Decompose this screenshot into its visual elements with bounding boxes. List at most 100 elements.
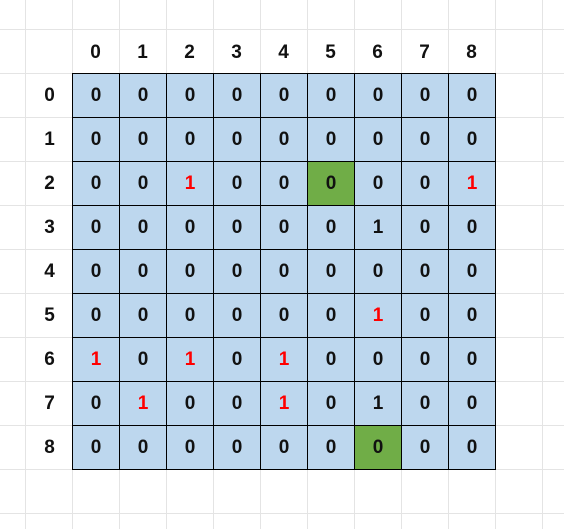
column-header: 0	[90, 42, 101, 63]
row-header: 2	[44, 173, 55, 194]
matrix-cell: 0	[449, 382, 495, 425]
matrix-cell: 0	[261, 250, 307, 293]
matrix-cell: 0	[120, 162, 166, 205]
matrix-cell: 0	[308, 382, 354, 425]
matrix-cell: 0	[214, 118, 260, 161]
row-header: 0	[44, 85, 55, 106]
matrix-cell: 0	[214, 162, 260, 205]
matrix-cell: 0	[167, 118, 213, 161]
matrix-cell: 0	[308, 338, 354, 381]
matrix-cell: 0	[261, 118, 307, 161]
matrix-cell: 0	[449, 250, 495, 293]
column-header: 2	[184, 42, 195, 63]
matrix-cell: 0	[449, 206, 495, 249]
matrix-cell: 0	[73, 294, 119, 337]
matrix-cell: 1	[73, 338, 119, 381]
matrix-cell: 0	[73, 162, 119, 205]
matrix-cell: 1	[355, 294, 401, 337]
matrix-cell: 0	[402, 294, 448, 337]
row-header: 1	[44, 129, 55, 150]
matrix-cell: 0	[214, 338, 260, 381]
matrix-cell: 0	[167, 250, 213, 293]
matrix-cell: 0	[214, 294, 260, 337]
matrix-cell: 0	[120, 250, 166, 293]
matrix-cell: 0	[355, 162, 401, 205]
matrix-cell: 0	[73, 118, 119, 161]
row-header: 6	[44, 349, 55, 370]
row-header: 8	[44, 437, 55, 458]
matrix-cell: 0	[261, 162, 307, 205]
matrix-cell: 1	[167, 338, 213, 381]
matrix-cell: 0	[214, 206, 260, 249]
matrix-cell: 0	[449, 118, 495, 161]
matrix-cell: 0	[120, 206, 166, 249]
column-header: 5	[325, 42, 336, 63]
column-header: 3	[231, 42, 242, 63]
matrix-cell: 0	[402, 118, 448, 161]
matrix-cell: 0	[73, 382, 119, 425]
matrix-cell: 1	[261, 382, 307, 425]
matrix-cell: 0	[308, 206, 354, 249]
matrix-cell: 0	[261, 294, 307, 337]
matrix-cell: 0	[402, 206, 448, 249]
column-header: 6	[372, 42, 383, 63]
matrix-cell: 1	[449, 162, 495, 205]
matrix-cell: 0	[261, 426, 307, 469]
matrix-cell: 0	[73, 426, 119, 469]
matrix-cell: 0	[402, 250, 448, 293]
row-header: 7	[44, 393, 55, 414]
matrix-cell: 0	[355, 74, 401, 117]
row-header: 5	[44, 305, 55, 326]
matrix-cell: 1	[355, 206, 401, 249]
row-header: 3	[44, 217, 55, 238]
matrix-cell: 0	[355, 426, 401, 469]
row-header: 4	[44, 261, 55, 282]
matrix-cell: 0	[355, 338, 401, 381]
column-header: 7	[419, 42, 430, 63]
matrix-cell: 0	[308, 250, 354, 293]
matrix-cell: 0	[355, 250, 401, 293]
matrix-cell: 0	[120, 74, 166, 117]
matrix-cell: 1	[120, 382, 166, 425]
matrix-cell: 0	[214, 382, 260, 425]
matrix-cell: 0	[214, 426, 260, 469]
matrix-cell: 0	[449, 74, 495, 117]
matrix-cell: 0	[120, 118, 166, 161]
column-header: 8	[466, 42, 477, 63]
matrix-cell: 0	[308, 294, 354, 337]
matrix-cell: 0	[167, 426, 213, 469]
matrix-cell: 0	[167, 294, 213, 337]
matrix-cell: 0	[120, 338, 166, 381]
matrix-cell: 0	[167, 382, 213, 425]
matrix-cell: 0	[261, 74, 307, 117]
matrix-cell: 0	[73, 206, 119, 249]
matrix-cell: 0	[73, 74, 119, 117]
matrix-cell: 1	[261, 338, 307, 381]
matrix-cell: 0	[120, 294, 166, 337]
matrix-cell: 0	[449, 294, 495, 337]
matrix-cell: 0	[402, 338, 448, 381]
matrix-cell: 0	[308, 162, 354, 205]
matrix-cell: 0	[402, 162, 448, 205]
matrix-cell: 0	[308, 74, 354, 117]
matrix-cell: 0	[308, 426, 354, 469]
matrix-cell: 0	[355, 118, 401, 161]
matrix-cell: 0	[214, 250, 260, 293]
matrix-cell: 0	[167, 206, 213, 249]
matrix-cell: 0	[449, 338, 495, 381]
column-header: 1	[137, 42, 148, 63]
matrix-cell: 0	[449, 426, 495, 469]
matrix-cell: 0	[120, 426, 166, 469]
matrix-cell: 1	[167, 162, 213, 205]
matrix-cell: 0	[167, 74, 213, 117]
matrix-cell: 1	[355, 382, 401, 425]
matrix-cell: 0	[214, 74, 260, 117]
matrix-cell: 0	[308, 118, 354, 161]
matrix-cell: 0	[73, 250, 119, 293]
column-header: 4	[278, 42, 289, 63]
matrix-cell: 0	[402, 426, 448, 469]
matrix-cell: 0	[402, 382, 448, 425]
matrix-cell: 0	[261, 206, 307, 249]
matrix-cell: 0	[402, 74, 448, 117]
